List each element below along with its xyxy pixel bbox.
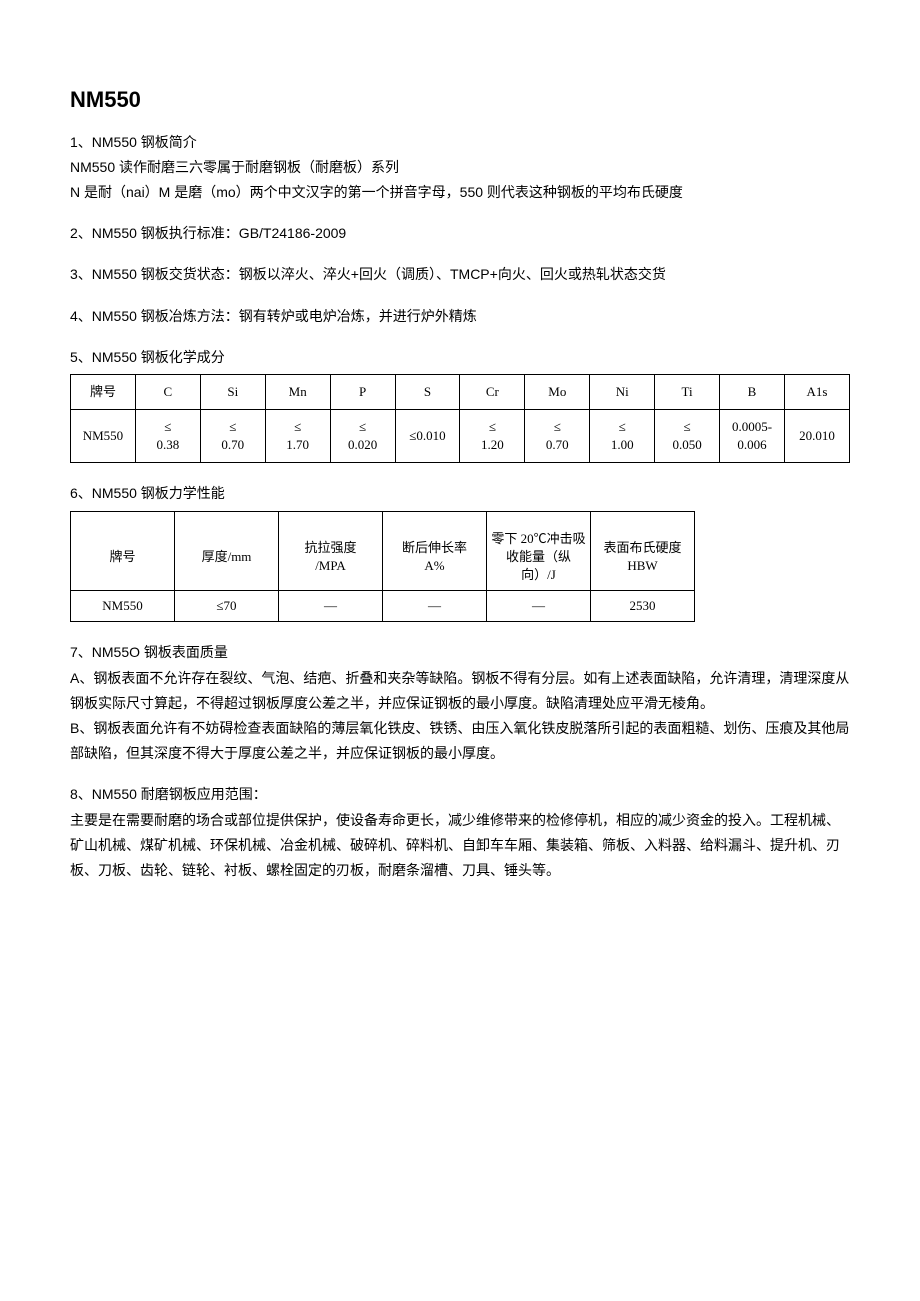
chem-als: 20.010 — [784, 410, 849, 463]
mech-h-impact: 零下 20℃冲击吸收能量（纵向）/J — [487, 511, 591, 591]
chem-h-c: C — [135, 374, 200, 409]
s1-line2: N 是耐（nai）M 是磨（mo）两个中文汉字的第一个拼音字母，550 则代表这… — [70, 180, 850, 205]
section-4: 4、NM550 钢板冶炼方法：钢有转炉或电炉冶炼，并进行炉外精炼 — [70, 304, 850, 329]
mech-h-thick: 厚度/mm — [175, 511, 279, 591]
chem-h-mn: Mn — [265, 374, 330, 409]
mech-grade: NM550 — [71, 591, 175, 622]
s3-text: 3、NM550 钢板交货状态：钢板以淬火、淬火+回火（调质）、TMCP+向火、回… — [70, 262, 850, 287]
mech-elong: — — [383, 591, 487, 622]
mech-impact: — — [487, 591, 591, 622]
chem-mn: ≤1.70 — [265, 410, 330, 463]
chem-c: ≤0.38 — [135, 410, 200, 463]
mech-h-elong: 断后伸长率A% — [383, 511, 487, 591]
chem-h-ti: Ti — [655, 374, 720, 409]
section-7: 7、NM55O 钢板表面质量 A、钢板表面不允许存在裂纹、气泡、结疤、折叠和夹杂… — [70, 640, 850, 766]
mech-thick: ≤70 — [175, 591, 279, 622]
chem-h-mo: Mo — [525, 374, 590, 409]
mech-h-hbw: 表面布氏硬度 HBW — [591, 511, 695, 591]
s5-heading: 5、NM550 钢板化学成分 — [70, 345, 850, 370]
chem-si: ≤0.70 — [200, 410, 265, 463]
chem-h-si: Si — [200, 374, 265, 409]
s2-text: 2、NM550 钢板执行标准：GB/T24186-2009 — [70, 221, 850, 246]
section-2: 2、NM550 钢板执行标准：GB/T24186-2009 — [70, 221, 850, 246]
mech-table: 牌号 厚度/mm 抗拉强度/MPA 断后伸长率A% 零下 20℃冲击吸收能量（纵… — [70, 511, 695, 623]
mech-tensile: — — [279, 591, 383, 622]
chem-h-s: S — [395, 374, 460, 409]
s7-pB: B、钢板表面允许有不妨碍检查表面缺陷的薄层氧化铁皮、铁锈、由压入氧化铁皮脱落所引… — [70, 716, 850, 766]
chem-header-row: 牌号 C Si Mn P S Cr Mo Ni Ti B A1s — [71, 374, 850, 409]
section-1: 1、NM550 钢板简介 NM550 读作耐磨三六零属于耐磨钢板（耐磨板）系列 … — [70, 130, 850, 206]
chem-grade: NM550 — [71, 410, 136, 463]
chem-b: 0.0005-0.006 — [720, 410, 785, 463]
chem-cr: ≤1.20 — [460, 410, 525, 463]
s7-pA: A、钢板表面不允许存在裂纹、气泡、结疤、折叠和夹杂等缺陷。钢板不得有分层。如有上… — [70, 666, 850, 716]
chem-table: 牌号 C Si Mn P S Cr Mo Ni Ti B A1s NM550 ≤… — [70, 374, 850, 464]
s4-text: 4、NM550 钢板冶炼方法：钢有转炉或电炉冶炼，并进行炉外精炼 — [70, 304, 850, 329]
page-title: NM550 — [70, 80, 850, 120]
s1-heading: 1、NM550 钢板简介 — [70, 130, 850, 155]
s8-body: 主要是在需要耐磨的场合或部位提供保护，使设备寿命更长，减少维修带来的检修停机，相… — [70, 808, 850, 884]
mech-data-row: NM550 ≤70 — — — 2530 — [71, 591, 695, 622]
chem-p: ≤0.020 — [330, 410, 395, 463]
s8-heading: 8、NM550 耐磨钢板应用范围： — [70, 782, 850, 807]
chem-ni: ≤1.00 — [590, 410, 655, 463]
s1-line1: NM550 读作耐磨三六零属于耐磨钢板（耐磨板）系列 — [70, 155, 850, 180]
s6-heading: 6、NM550 钢板力学性能 — [70, 481, 850, 506]
chem-ti: ≤0.050 — [655, 410, 720, 463]
chem-s: ≤0.010 — [395, 410, 460, 463]
chem-h-cr: Cr — [460, 374, 525, 409]
section-5: 5、NM550 钢板化学成分 牌号 C Si Mn P S Cr Mo Ni T… — [70, 345, 850, 464]
mech-h-grade: 牌号 — [71, 511, 175, 591]
mech-header-row: 牌号 厚度/mm 抗拉强度/MPA 断后伸长率A% 零下 20℃冲击吸收能量（纵… — [71, 511, 695, 591]
chem-h-grade: 牌号 — [71, 374, 136, 409]
section-8: 8、NM550 耐磨钢板应用范围： 主要是在需要耐磨的场合或部位提供保护，使设备… — [70, 782, 850, 883]
chem-h-als: A1s — [784, 374, 849, 409]
chem-mo: ≤0.70 — [525, 410, 590, 463]
chem-h-b: B — [720, 374, 785, 409]
section-6: 6、NM550 钢板力学性能 牌号 厚度/mm 抗拉强度/MPA 断后伸长率A%… — [70, 481, 850, 622]
chem-data-row: NM550 ≤0.38 ≤0.70 ≤1.70 ≤0.020 ≤0.010 ≤1… — [71, 410, 850, 463]
mech-hbw: 2530 — [591, 591, 695, 622]
chem-h-ni: Ni — [590, 374, 655, 409]
mech-h-tensile: 抗拉强度/MPA — [279, 511, 383, 591]
s7-heading: 7、NM55O 钢板表面质量 — [70, 640, 850, 665]
chem-h-p: P — [330, 374, 395, 409]
section-3: 3、NM550 钢板交货状态：钢板以淬火、淬火+回火（调质）、TMCP+向火、回… — [70, 262, 850, 287]
